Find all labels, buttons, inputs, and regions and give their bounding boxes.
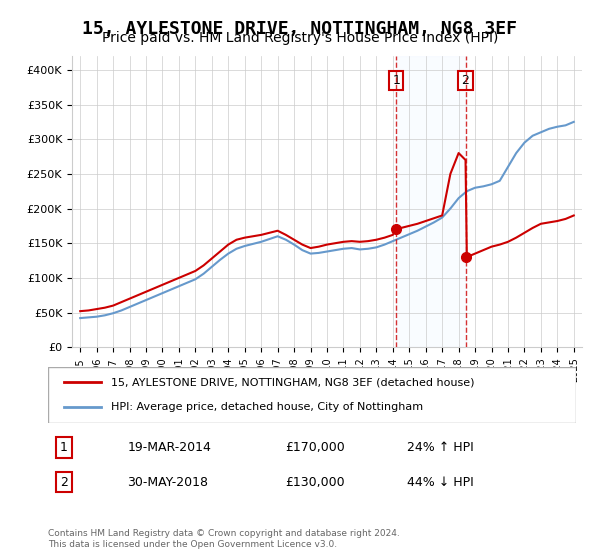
Text: 24% ↑ HPI: 24% ↑ HPI [407, 441, 474, 454]
Text: Price paid vs. HM Land Registry's House Price Index (HPI): Price paid vs. HM Land Registry's House … [102, 31, 498, 45]
FancyBboxPatch shape [48, 367, 576, 423]
Bar [397, 56, 466, 347]
Text: 44% ↓ HPI: 44% ↓ HPI [407, 475, 474, 488]
Text: 2: 2 [60, 475, 68, 488]
Text: 1: 1 [392, 74, 400, 87]
Text: 15, AYLESTONE DRIVE, NOTTINGHAM, NG8 3EF: 15, AYLESTONE DRIVE, NOTTINGHAM, NG8 3EF [83, 20, 517, 38]
Text: Contains HM Land Registry data © Crown copyright and database right 2024.
This d: Contains HM Land Registry data © Crown c… [48, 529, 400, 549]
Text: HPI: Average price, detached house, City of Nottingham: HPI: Average price, detached house, City… [112, 402, 424, 412]
Text: 15, AYLESTONE DRIVE, NOTTINGHAM, NG8 3EF (detached house): 15, AYLESTONE DRIVE, NOTTINGHAM, NG8 3EF… [112, 377, 475, 388]
Text: 19-MAR-2014: 19-MAR-2014 [127, 441, 211, 454]
Text: £170,000: £170,000 [286, 441, 346, 454]
Text: 30-MAY-2018: 30-MAY-2018 [127, 475, 208, 488]
Text: £130,000: £130,000 [286, 475, 345, 488]
Text: 2: 2 [461, 74, 469, 87]
Text: 1: 1 [60, 441, 68, 454]
